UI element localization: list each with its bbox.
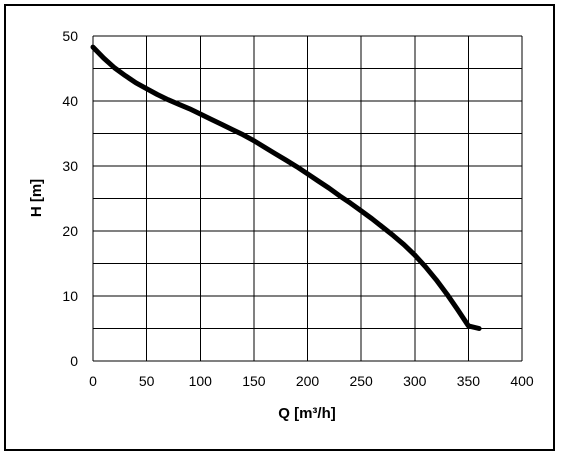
series-line xyxy=(90,44,482,331)
chart-frame xyxy=(4,4,555,451)
y-axis-label: H [m] xyxy=(28,179,45,217)
x-axis-label: Q [m³/h] xyxy=(278,405,336,422)
x-tick-label: 0 xyxy=(89,373,97,389)
y-tick-label: 0 xyxy=(70,353,78,369)
x-tick-label: 100 xyxy=(189,373,213,389)
y-tick-label: 30 xyxy=(62,158,78,174)
tick-labels: 0 50 100 150 200 250 300 350 400 0 10 20 30 40 50 xyxy=(62,28,533,389)
y-tick-label: 40 xyxy=(62,93,78,109)
x-tick-label: 200 xyxy=(296,373,320,389)
x-tick-label: 150 xyxy=(242,373,266,389)
x-tick-label: 400 xyxy=(510,373,534,389)
x-tick-label: 350 xyxy=(457,373,481,389)
y-tick-label: 50 xyxy=(62,28,78,44)
y-tick-label: 10 xyxy=(62,288,78,304)
x-tick-label: 50 xyxy=(139,373,155,389)
x-tick-label: 300 xyxy=(403,373,427,389)
x-tick-label: 250 xyxy=(349,373,373,389)
y-tick-label: 20 xyxy=(62,223,78,239)
grid xyxy=(92,35,523,362)
